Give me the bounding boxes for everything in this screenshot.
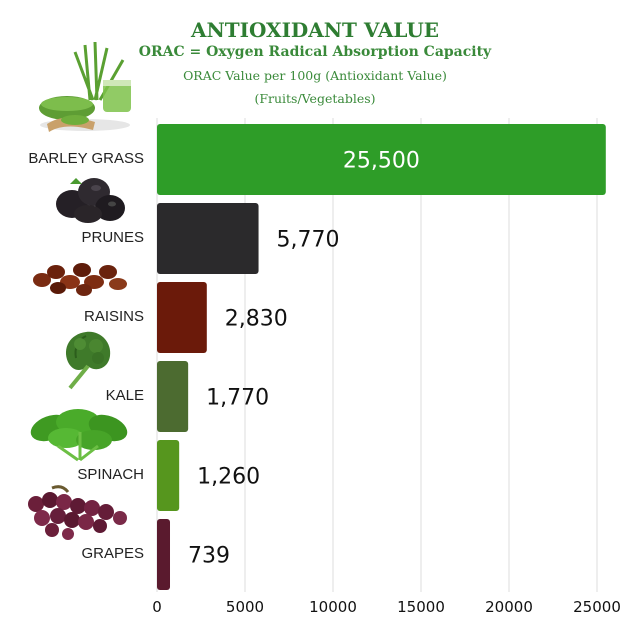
value-label: 739 [188,544,230,569]
grapes-icon [28,485,127,540]
labels: 0 5000 10000 15000 20000 25000 BARLEY GRASS 25,… [28,149,620,617]
bars [157,123,606,591]
chart-subtitle-3: (Fruits/Vegetables) [254,91,376,106]
bar-kale [157,360,189,433]
bar-raisins [157,281,207,354]
x-tick-label: 5000 [226,598,264,616]
barley-grass-icon [39,41,131,132]
x-tick-label: 20000 [485,598,533,616]
chart-title: ANTIOXIDANT VALUE [190,18,440,42]
spinach-icon [30,409,128,462]
chart-subtitle-2: ORAC Value per 100g (Antioxidant Value) [183,68,447,83]
value-label: 25,500 [343,149,420,174]
category-label: BARLEY GRASS [28,150,144,167]
x-tick-label: 15000 [397,598,445,616]
raisins-icon [33,263,127,296]
chart-subtitle: ORAC = Oxygen Radical Absorption Capacit… [138,44,492,60]
value-label: 2,830 [225,307,288,332]
kale-icon [66,331,111,390]
value-label: 1,260 [197,465,260,490]
x-tick-label: 25000 [573,598,621,616]
category-label: GRAPES [81,545,144,562]
value-label: 5,770 [277,228,340,253]
x-tick-label: 0 [152,598,162,616]
grid-lines [156,118,598,592]
prunes-icon [56,178,125,223]
category-label: SPINACH [77,466,144,483]
category-label: KALE [106,387,144,404]
bar-prunes [157,202,259,275]
category-label: RAISINS [84,308,144,325]
bar-grapes [157,518,171,591]
x-tick-label: 10000 [309,598,357,616]
category-label: PRUNES [81,229,144,246]
value-label: 1,770 [206,386,269,411]
bar-barley-grass [157,123,606,196]
bar-spinach [157,439,180,512]
